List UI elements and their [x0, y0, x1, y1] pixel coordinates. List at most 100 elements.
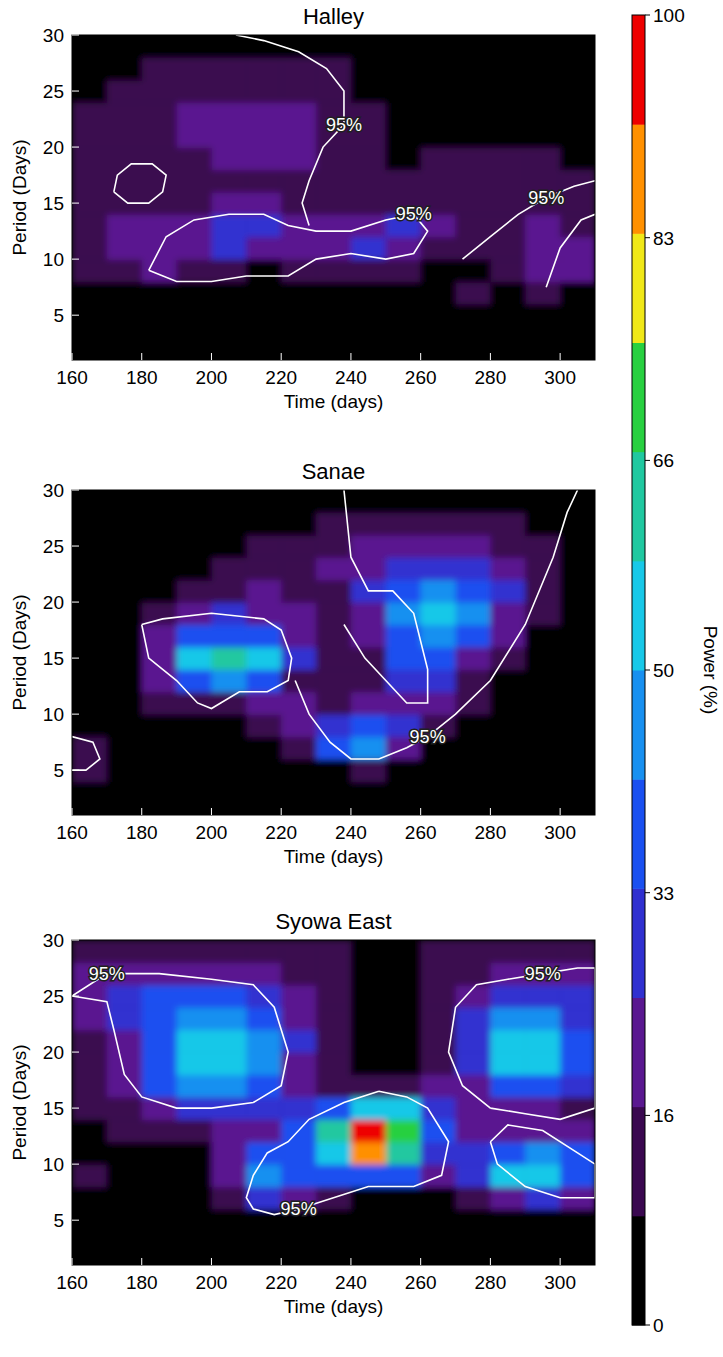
heat-cell [386, 102, 421, 125]
heat-cell [351, 1030, 386, 1053]
heat-cell [456, 102, 491, 125]
heat-cell [72, 535, 107, 558]
heat-cell [72, 490, 107, 513]
heat-cell [525, 557, 560, 580]
heat-cell [246, 940, 281, 963]
colorbar-swatch [632, 15, 645, 125]
plot-area [72, 940, 595, 1254]
colorbar-tick [645, 892, 650, 893]
heat-cell [490, 580, 525, 603]
heat-cell [142, 535, 177, 558]
x-tick-label: 300 [544, 1272, 576, 1293]
heat-cell [525, 326, 560, 349]
heat-cell [246, 125, 281, 148]
heat-cell [107, 57, 142, 80]
heat-cell [386, 1119, 421, 1142]
heat-cell [211, 1074, 246, 1097]
heat-cell [142, 1097, 177, 1120]
heat-cell [560, 557, 595, 580]
heat-cell [72, 125, 107, 148]
y-tick-label: 30 [43, 25, 64, 46]
heat-cell [177, 985, 212, 1008]
x-tick [490, 1258, 491, 1265]
y-tick-label: 20 [43, 137, 64, 158]
heat-cell [421, 940, 456, 963]
heat-cell [456, 624, 491, 647]
heat-cell [456, 692, 491, 715]
heat-cell [386, 1052, 421, 1075]
heat-cell [560, 737, 595, 760]
heat-cell [351, 1209, 386, 1232]
heat-cell [246, 647, 281, 670]
heat-cell [490, 1119, 525, 1142]
heat-cell [456, 1097, 491, 1120]
heat-cell [72, 1097, 107, 1120]
x-tick-label: 240 [335, 822, 367, 843]
heat-cell [72, 169, 107, 192]
y-tick-label: 25 [43, 536, 64, 557]
heat-cell [316, 781, 351, 804]
heat-cell [142, 1052, 177, 1075]
heat-cell [490, 647, 525, 670]
heat-cell [560, 57, 595, 80]
panel: 95%95%95%Halley1601802002202402602803005… [9, 4, 596, 412]
heat-cell [246, 304, 281, 327]
y-tick-label: 25 [43, 986, 64, 1007]
heat-cell [351, 962, 386, 985]
colorbar-tick-label: 50 [653, 660, 674, 681]
heat-cell [421, 1007, 456, 1030]
x-axis-title: Time (days) [284, 391, 384, 412]
heat-cell [142, 35, 177, 58]
heat-cell [351, 1097, 386, 1120]
colorbar-swatch [632, 779, 645, 889]
heat-cell [421, 1209, 456, 1232]
heat-cell [107, 1209, 142, 1232]
heat-cell [525, 147, 560, 170]
heat-cell [211, 147, 246, 170]
heat-cell [211, 647, 246, 670]
heat-cell [386, 490, 421, 513]
heat-cell [490, 624, 525, 647]
heat-cell [560, 624, 595, 647]
heat-cell [456, 80, 491, 103]
heat-cell [107, 490, 142, 513]
heat-cell [490, 57, 525, 80]
heat-cell [246, 714, 281, 737]
heat-cell [177, 1209, 212, 1232]
heat-cell [72, 1187, 107, 1210]
heat-cell [490, 282, 525, 305]
heat-cell [421, 35, 456, 58]
heat-cell [490, 759, 525, 782]
heat-cell [72, 669, 107, 692]
heat-cell [246, 602, 281, 625]
colorbar-title: Power (%) [700, 626, 721, 715]
heat-cell [107, 326, 142, 349]
heat-cell [211, 737, 246, 760]
x-tick [72, 808, 73, 815]
x-axis-title: Time (days) [284, 846, 384, 867]
heat-cell [351, 326, 386, 349]
y-tick [72, 996, 79, 997]
heat-cell [246, 781, 281, 804]
heat-cell [211, 1231, 246, 1254]
heat-cell [316, 1142, 351, 1165]
heat-cell [177, 714, 212, 737]
heat-cell [490, 714, 525, 737]
heat-cell [421, 512, 456, 535]
heat-cell [211, 535, 246, 558]
heat-cell [490, 259, 525, 282]
heat-cell [142, 714, 177, 737]
heat-cell [211, 1142, 246, 1165]
heat-cell [281, 282, 316, 305]
heat-cell [107, 512, 142, 535]
y-tick-label: 5 [53, 305, 64, 326]
heat-cell [142, 692, 177, 715]
x-tick [72, 1258, 73, 1265]
colorbar-tick [645, 15, 650, 16]
heat-cell [316, 80, 351, 103]
x-tick-label: 180 [126, 1272, 158, 1293]
heat-cell [142, 169, 177, 192]
colorbar-tick [645, 460, 650, 461]
heat-cell [490, 737, 525, 760]
colorbar-tick [645, 1115, 650, 1116]
